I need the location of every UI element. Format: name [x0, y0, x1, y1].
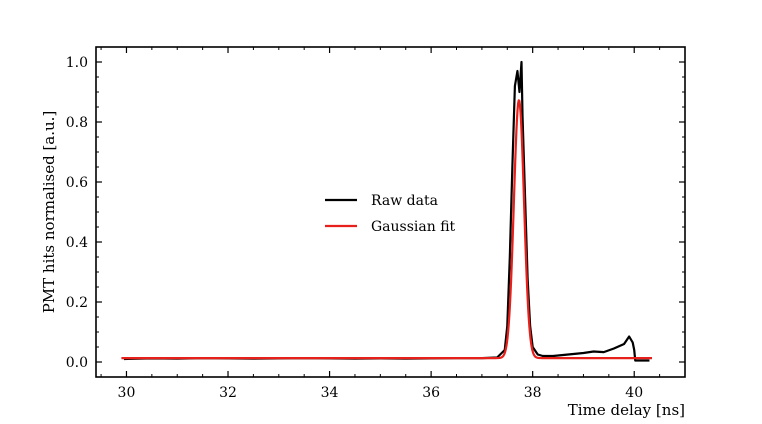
- y-axis-label: PMT hits normalised [a.u.]: [40, 111, 58, 314]
- x-tick-label: 36: [422, 385, 440, 401]
- series-raw-data: [123, 60, 650, 362]
- y-tick-label: 0.8: [66, 115, 88, 131]
- x-tick-label: 30: [118, 385, 136, 401]
- y-tick-label: 0.0: [66, 355, 88, 371]
- legend-label-gaussian-fit: Gaussian fit: [371, 219, 456, 235]
- plot-frame: [95, 46, 686, 378]
- x-tick-label: 34: [321, 385, 339, 401]
- x-axis-label: Time delay [ns]: [568, 401, 685, 419]
- legend: Raw data Gaussian fit: [325, 193, 456, 235]
- series-layer: [120, 60, 653, 362]
- legend-label-raw-data: Raw data: [371, 193, 438, 209]
- ticks: 30 32 34 36 38 40 0.0 0.2 0.4 0.6 0.8 1.0: [66, 47, 685, 401]
- y-tick-label: 1.0: [66, 55, 88, 71]
- x-tick-label: 32: [219, 385, 237, 401]
- x-tick-label: 38: [524, 385, 542, 401]
- y-tick-label: 0.6: [66, 175, 88, 191]
- y-tick-label: 0.4: [66, 235, 88, 251]
- series-gaussian-fit: [120, 99, 653, 360]
- y-tick-label: 0.2: [66, 295, 88, 311]
- x-tick-label: 40: [625, 385, 643, 401]
